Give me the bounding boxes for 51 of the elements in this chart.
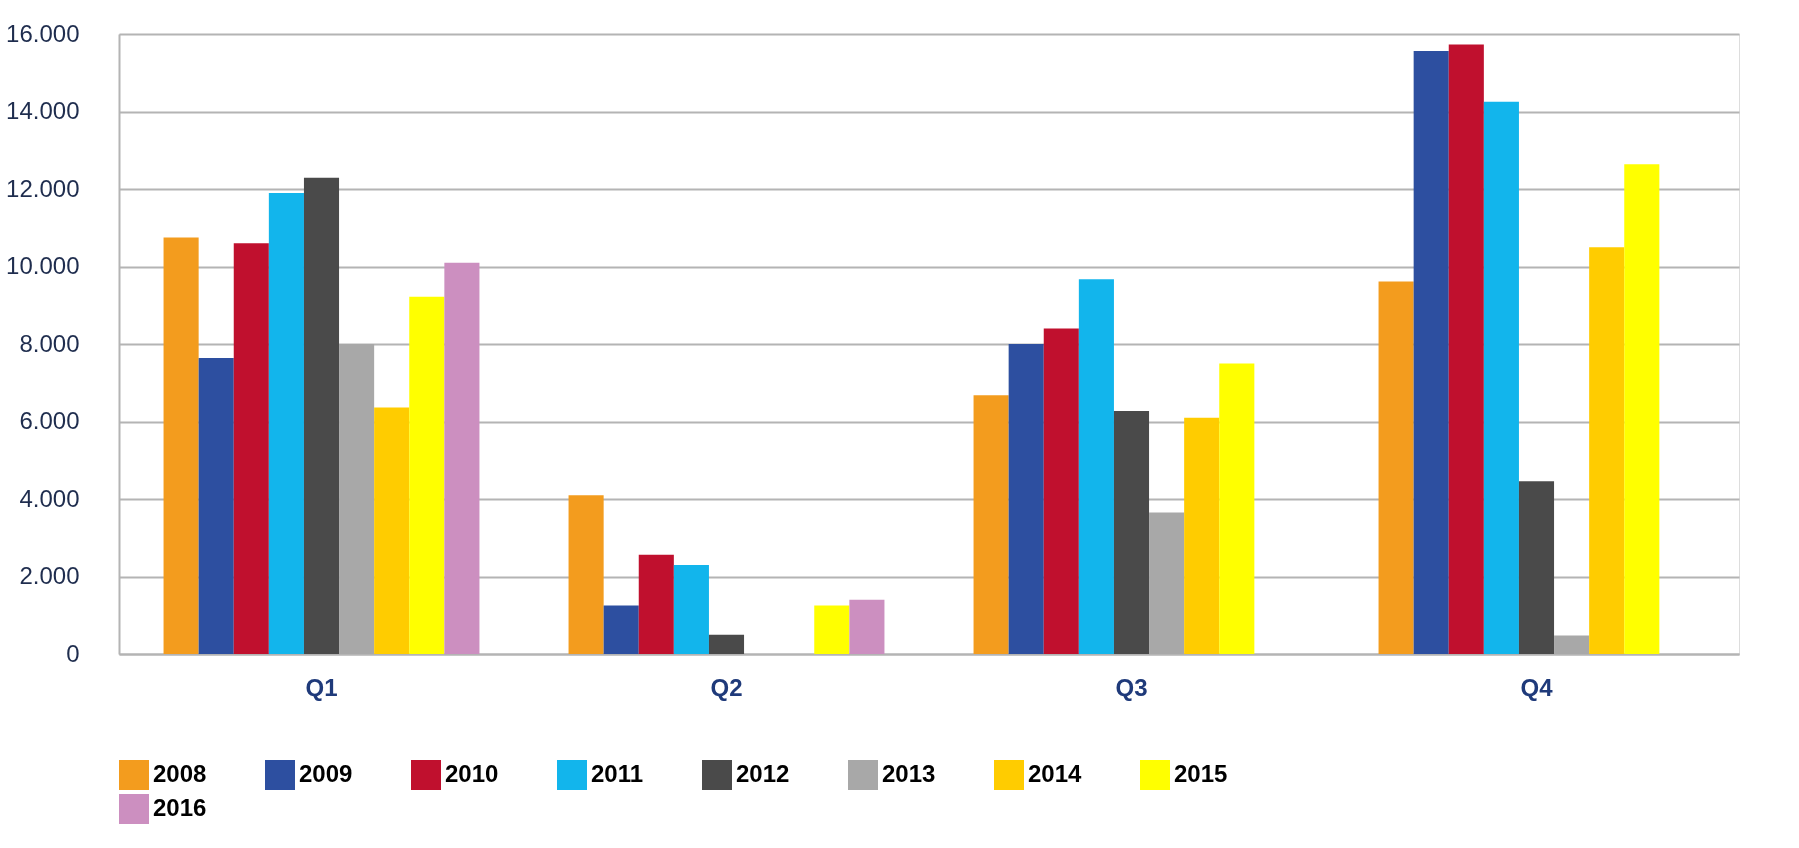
bar <box>708 634 745 654</box>
bar <box>849 599 885 654</box>
bar <box>638 554 674 654</box>
bar <box>1078 279 1114 654</box>
legend-label: 2013 <box>882 760 936 787</box>
bar <box>1378 281 1414 654</box>
legend-label: 2015 <box>1174 760 1228 787</box>
legend-label: 2008 <box>153 760 207 787</box>
legend-label: 2010 <box>445 760 499 787</box>
y-tick-label: 12.000 <box>6 174 80 202</box>
bar <box>568 495 604 654</box>
bar <box>444 262 480 654</box>
legend-label: 2014 <box>1028 760 1083 787</box>
legend-label: 2016 <box>153 794 207 821</box>
bar <box>1589 247 1625 654</box>
bar <box>1448 44 1484 654</box>
bar <box>163 237 199 654</box>
bar <box>198 357 234 654</box>
bar <box>268 192 304 654</box>
x-tick-label: Q2 <box>710 673 743 701</box>
bar <box>409 296 445 654</box>
y-tick-label: 0 <box>66 639 80 667</box>
x-tick-label: Q1 <box>305 673 338 701</box>
y-tick-label: 8.000 <box>19 329 80 357</box>
bar <box>814 605 850 654</box>
bar <box>1008 344 1044 654</box>
bar <box>1518 481 1555 654</box>
bar <box>603 605 639 654</box>
bar <box>1483 101 1519 654</box>
bar <box>1624 164 1660 654</box>
bar <box>1184 417 1220 654</box>
y-tick-label: 14.000 <box>6 97 80 124</box>
bar <box>1413 51 1449 654</box>
bar <box>374 407 410 654</box>
x-tick-label: Q4 <box>1520 673 1554 701</box>
y-tick-label: 16.000 <box>6 19 80 47</box>
bar <box>1043 328 1079 654</box>
legend-label: 2009 <box>299 760 353 787</box>
bar <box>673 564 709 654</box>
y-tick-label: 6.000 <box>19 407 80 434</box>
y-tick-label: 2.000 <box>19 562 80 589</box>
y-tick-label: 4.000 <box>19 484 80 512</box>
bar <box>233 243 269 654</box>
legend-label: 2012 <box>736 760 790 787</box>
bar <box>973 395 1009 654</box>
legend-label: 2011 <box>591 760 644 787</box>
y-tick-label: 10.000 <box>6 252 80 279</box>
bar <box>1113 411 1150 654</box>
x-tick-label: Q3 <box>1115 673 1148 701</box>
bar <box>1219 363 1255 654</box>
bar <box>303 177 340 654</box>
